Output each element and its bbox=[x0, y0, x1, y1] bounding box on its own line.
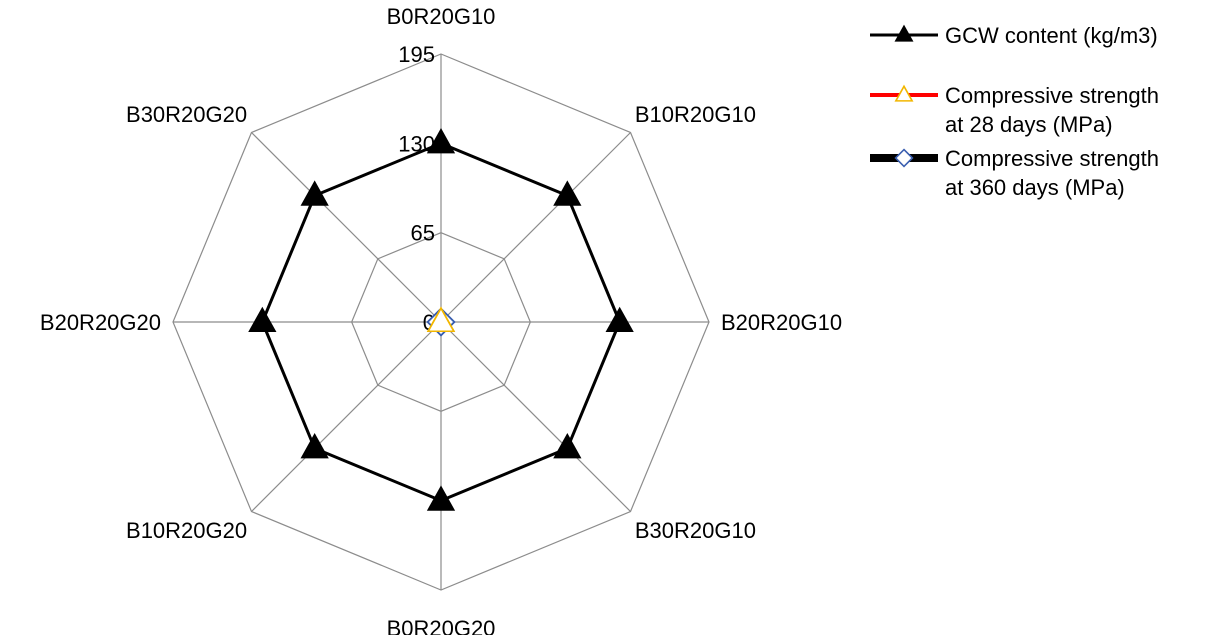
series-0-point-5 bbox=[300, 433, 329, 459]
series-0-point-1 bbox=[553, 180, 582, 206]
data-series bbox=[248, 128, 634, 511]
series-1 bbox=[426, 306, 456, 333]
grid-spoke-3 bbox=[440, 321, 631, 512]
category-label-7: B30R20G20 bbox=[126, 102, 247, 127]
legend-label-2-line-1: at 360 days (MPa) bbox=[945, 175, 1125, 200]
series-0-point-2 bbox=[605, 306, 634, 333]
category-label-3: B30R20G10 bbox=[635, 518, 756, 543]
tick-label-3: 195 bbox=[398, 42, 435, 67]
grid-spoke-1 bbox=[440, 132, 631, 323]
legend-swatch-marker-0 bbox=[894, 24, 914, 42]
category-label-4: B0R20G20 bbox=[387, 616, 496, 635]
legend-entry-1: Compressive strength at 28 days (MPa) bbox=[870, 83, 1159, 137]
category-label-6: B20R20G20 bbox=[40, 310, 161, 335]
legend-entry-0: GCW content (kg/m3) bbox=[870, 23, 1158, 48]
category-label-5: B10R20G20 bbox=[126, 518, 247, 543]
grid-spoke-5 bbox=[251, 321, 442, 512]
series-0-point-3 bbox=[553, 433, 582, 459]
series-0-point-4 bbox=[426, 485, 456, 511]
category-label-0: B0R20G10 bbox=[387, 4, 496, 29]
grid-spoke-7 bbox=[251, 132, 442, 323]
category-labels: B0R20G10 B10R20G10 B20R20G10 B30R20G10 B0R20… bbox=[40, 4, 842, 635]
legend-label-1-line-1: at 28 days (MPa) bbox=[945, 112, 1113, 137]
series-0-point-0 bbox=[426, 128, 456, 154]
tick-label-1: 65 bbox=[411, 221, 435, 246]
legend-label-2-line-0: Compressive strength bbox=[945, 146, 1159, 171]
radial-tick-labels: 065130195 bbox=[398, 42, 435, 335]
legend-label-1-line-0: Compressive strength bbox=[945, 83, 1159, 108]
series-0 bbox=[248, 128, 634, 511]
legend-label-0-line-0: GCW content (kg/m3) bbox=[945, 23, 1158, 48]
category-label-1: B10R20G10 bbox=[635, 102, 756, 127]
legend-swatch-marker-1 bbox=[894, 84, 914, 102]
legend-entry-2: Compressive strength at 360 days (MPa) bbox=[870, 146, 1159, 200]
series-1-point-7 bbox=[426, 306, 456, 333]
series-0-point-6 bbox=[248, 306, 277, 333]
series-0-point-7 bbox=[300, 180, 329, 206]
legend: GCW content (kg/m3) Compressive strength a… bbox=[870, 23, 1159, 200]
category-label-2: B20R20G10 bbox=[721, 310, 842, 335]
legend-swatch-marker-2 bbox=[894, 148, 914, 168]
